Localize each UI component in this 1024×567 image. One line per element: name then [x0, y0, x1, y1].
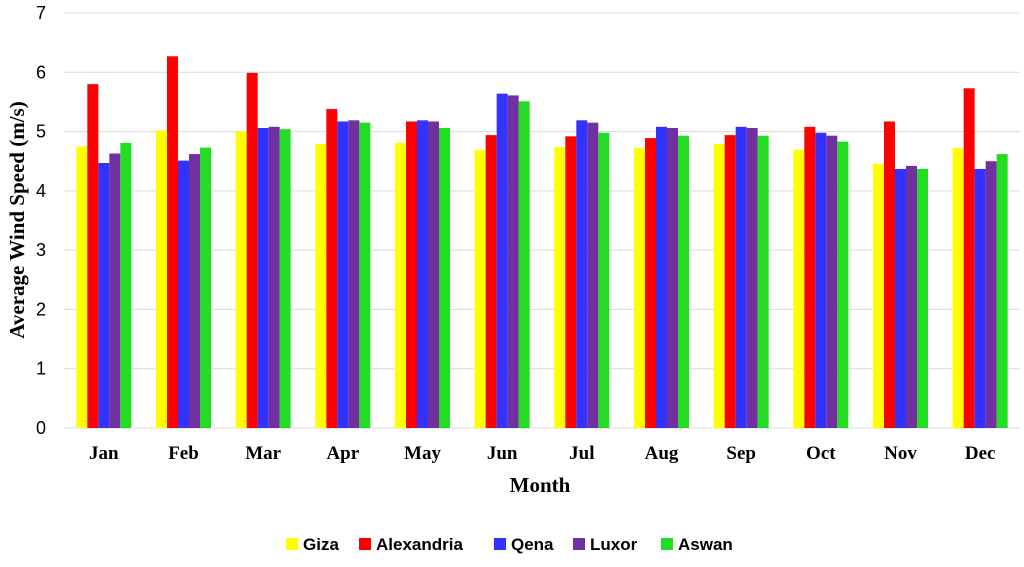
x-tick-label: Nov — [884, 443, 917, 464]
legend-swatch-giza — [286, 538, 298, 550]
bar-alexandria-may — [406, 121, 417, 428]
x-tick-label: Sep — [726, 443, 756, 464]
bar-qena-jun — [496, 93, 508, 428]
legend-swatch-luxor — [573, 538, 585, 550]
x-tick-label: Apr — [326, 443, 359, 464]
bar-luxor-dec — [985, 161, 997, 428]
bars — [76, 56, 1008, 429]
bar-alexandria-apr — [326, 109, 338, 429]
x-tick-label: Aug — [645, 443, 679, 464]
y-tick-label: 4 — [36, 181, 46, 201]
bar-giza-jun — [474, 149, 486, 428]
x-tick-label: May — [404, 443, 441, 464]
legend-swatch-aswan — [661, 538, 673, 550]
x-tick-label: Jan — [89, 443, 119, 464]
bar-giza-jul — [554, 146, 566, 428]
bar-qena-aug — [656, 126, 667, 428]
legend-swatch-alexandria — [359, 538, 371, 550]
bar-alexandria-dec — [963, 88, 975, 429]
bar-giza-nov — [873, 164, 884, 428]
bar-aswan-dec — [996, 154, 1008, 428]
bar-luxor-jun — [507, 95, 519, 429]
y-tick-label: 2 — [36, 299, 46, 319]
bar-aswan-sep — [757, 135, 769, 428]
legend-label-aswan: Aswan — [678, 535, 733, 554]
bar-giza-feb — [156, 130, 167, 428]
bar-aswan-oct — [837, 141, 849, 428]
bar-giza-sep — [713, 144, 725, 428]
bar-aswan-aug — [678, 135, 689, 428]
bar-qena-nov — [895, 168, 906, 428]
bar-qena-sep — [735, 126, 747, 428]
bar-giza-apr — [315, 144, 327, 428]
x-axis-ticks: Jan Feb Mar Apr May Jun Jul Aug Sep Oct Nov Dec — [89, 443, 995, 464]
bar-luxor-sep — [746, 128, 758, 428]
bar-luxor-apr — [348, 120, 360, 429]
y-tick-label: 5 — [36, 122, 46, 142]
bar-luxor-may — [428, 121, 439, 428]
bar-luxor-jul — [587, 122, 599, 428]
bar-qena-oct — [815, 132, 827, 428]
bar-qena-jan — [98, 162, 110, 428]
y-tick-label: 1 — [36, 359, 46, 379]
x-tick-label: Jul — [569, 443, 594, 464]
bar-giza-aug — [634, 148, 645, 428]
bar-qena-dec — [974, 168, 986, 428]
bar-luxor-nov — [906, 165, 917, 428]
x-axis-title: Month — [510, 473, 571, 497]
bar-qena-apr — [337, 121, 349, 428]
bar-luxor-jan — [109, 153, 121, 428]
bar-qena-mar — [257, 128, 269, 428]
bar-luxor-mar — [268, 126, 280, 428]
bar-alexandria-jan — [87, 84, 99, 429]
bar-alexandria-jun — [485, 135, 497, 428]
bar-aswan-apr — [359, 122, 371, 428]
bar-alexandria-aug — [645, 138, 656, 429]
bar-luxor-aug — [667, 128, 678, 428]
bar-alexandria-jul — [565, 136, 577, 429]
bar-aswan-may — [439, 128, 450, 428]
x-tick-label: Oct — [806, 443, 836, 464]
y-axis-title: Average Wind Speed (m/s) — [5, 101, 29, 338]
bar-giza-mar — [235, 131, 247, 429]
bar-qena-jul — [576, 120, 588, 429]
x-tick-label: Mar — [245, 443, 281, 464]
bar-qena-feb — [178, 160, 189, 428]
bar-aswan-jan — [120, 142, 132, 429]
bar-alexandria-feb — [167, 56, 178, 429]
legend-label-luxor: Luxor — [590, 535, 638, 554]
y-axis-ticks: 0 1 2 3 4 5 6 7 — [36, 3, 46, 438]
y-tick-label: 7 — [36, 3, 46, 23]
bar-aswan-mar — [279, 129, 291, 428]
legend-label-qena: Qena — [511, 535, 554, 554]
bar-alexandria-nov — [884, 121, 895, 428]
y-tick-label: 3 — [36, 240, 46, 260]
bar-aswan-feb — [200, 147, 211, 429]
bar-alexandria-mar — [246, 72, 258, 428]
bar-aswan-jun — [518, 101, 530, 428]
y-tick-label: 0 — [36, 418, 46, 438]
bar-giza-oct — [793, 149, 805, 428]
y-tick-label: 6 — [36, 62, 46, 82]
bar-alexandria-oct — [804, 126, 816, 428]
legend-label-alexandria: Alexandria — [376, 535, 463, 554]
x-tick-label: Dec — [965, 443, 996, 464]
x-tick-label: Feb — [168, 443, 199, 464]
bar-giza-dec — [952, 148, 964, 428]
bar-luxor-oct — [826, 135, 838, 428]
legend: Giza Alexandria Qena Luxor Aswan — [286, 535, 733, 554]
bar-giza-jan — [76, 146, 88, 428]
bar-luxor-feb — [189, 154, 200, 428]
bar-giza-may — [395, 142, 406, 429]
gridlines — [64, 12, 1020, 429]
bar-aswan-jul — [598, 132, 610, 428]
legend-swatch-qena — [494, 538, 506, 550]
legend-label-giza: Giza — [303, 535, 339, 554]
bar-qena-may — [417, 120, 428, 429]
bar-alexandria-sep — [724, 135, 736, 428]
bar-aswan-nov — [917, 168, 928, 428]
x-tick-label: Jun — [487, 443, 518, 464]
